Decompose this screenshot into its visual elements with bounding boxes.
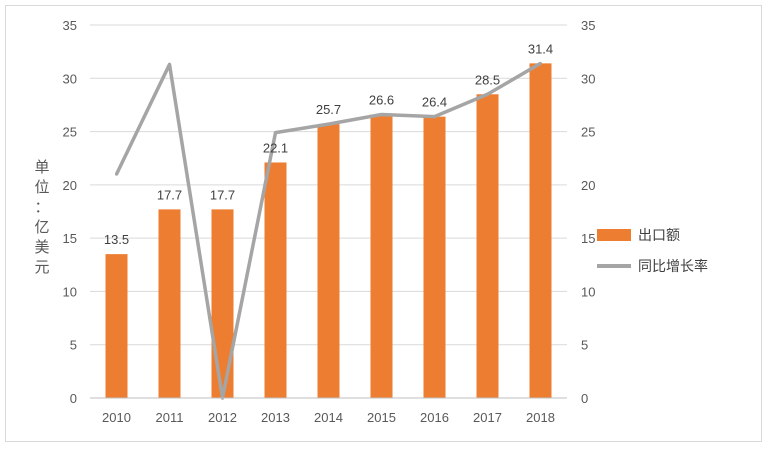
bar-series <box>105 63 552 399</box>
line-point <box>168 62 171 66</box>
legend-label-line: 同比增长率 <box>638 258 708 274</box>
y2-tick-label: 25 <box>581 125 595 140</box>
data-label: 17.7 <box>157 187 182 202</box>
y-tick-label: 25 <box>63 125 77 140</box>
y-tick-label: 15 <box>63 231 77 246</box>
data-label: 26.6 <box>369 93 394 108</box>
x-tick-label: 2018 <box>526 410 555 425</box>
line-point <box>539 61 542 65</box>
bar <box>264 162 287 398</box>
y-tick-label: 20 <box>63 178 77 193</box>
line-series <box>114 61 542 400</box>
x-tick-label: 2012 <box>208 410 237 425</box>
bar <box>529 63 552 398</box>
line-point <box>433 115 436 119</box>
data-label: 22.1 <box>263 140 288 155</box>
bar <box>211 209 234 398</box>
y-tick-label: 10 <box>63 284 77 299</box>
bar <box>317 124 340 399</box>
data-labels: 13.5 17.7 17.7 22.1 25.7 26.6 26.4 28.5 31.4 <box>104 41 553 247</box>
y2-tick-label: 10 <box>581 284 595 299</box>
line-point <box>327 122 330 126</box>
x-tick-label: 2015 <box>367 410 396 425</box>
data-label: 31.4 <box>528 41 553 56</box>
data-label: 13.5 <box>104 232 129 247</box>
bar <box>423 116 446 398</box>
bar <box>158 209 181 398</box>
data-label: 25.7 <box>316 102 341 117</box>
bar <box>105 254 128 398</box>
legend-swatch-bar <box>597 229 631 241</box>
bar <box>370 114 393 399</box>
y2-tick-label: 0 <box>581 391 588 406</box>
legend-label-bar: 出口额 <box>638 227 680 243</box>
legend: 出口额 同比增长率 <box>597 227 708 274</box>
data-label: 28.5 <box>475 72 500 87</box>
x-tick-label: 2011 <box>156 410 184 425</box>
line-point <box>486 92 489 96</box>
y-tick-label: 5 <box>70 338 77 353</box>
y-tick-label: 30 <box>63 71 77 86</box>
y-tick-label: 35 <box>63 18 77 33</box>
y-axis-title: 单位：亿美元 <box>34 159 49 276</box>
y-tick-label: 0 <box>70 391 77 406</box>
x-tick-label: 2013 <box>261 410 290 425</box>
data-label: 26.4 <box>422 95 447 110</box>
x-tick-label: 2016 <box>420 410 449 425</box>
data-label: 17.7 <box>210 187 235 202</box>
x-tick-label: 2010 <box>102 410 131 425</box>
chart-frame <box>5 5 762 442</box>
bar <box>476 94 499 399</box>
y2-tick-label: 35 <box>581 18 595 33</box>
line-point <box>274 131 277 135</box>
y2-tick-label: 15 <box>581 231 595 246</box>
y2-tick-label: 5 <box>581 338 588 353</box>
axes: 0 5 10 15 20 25 30 35 0 5 10 15 20 25 30 35 2010 2011 2012… <box>63 18 596 425</box>
line-point <box>380 113 383 117</box>
x-tick-label: 2017 <box>473 410 502 425</box>
x-tick-label: 2014 <box>314 410 343 425</box>
y2-tick-label: 30 <box>581 71 595 86</box>
line-point <box>115 172 118 176</box>
y2-tick-label: 20 <box>581 178 595 193</box>
